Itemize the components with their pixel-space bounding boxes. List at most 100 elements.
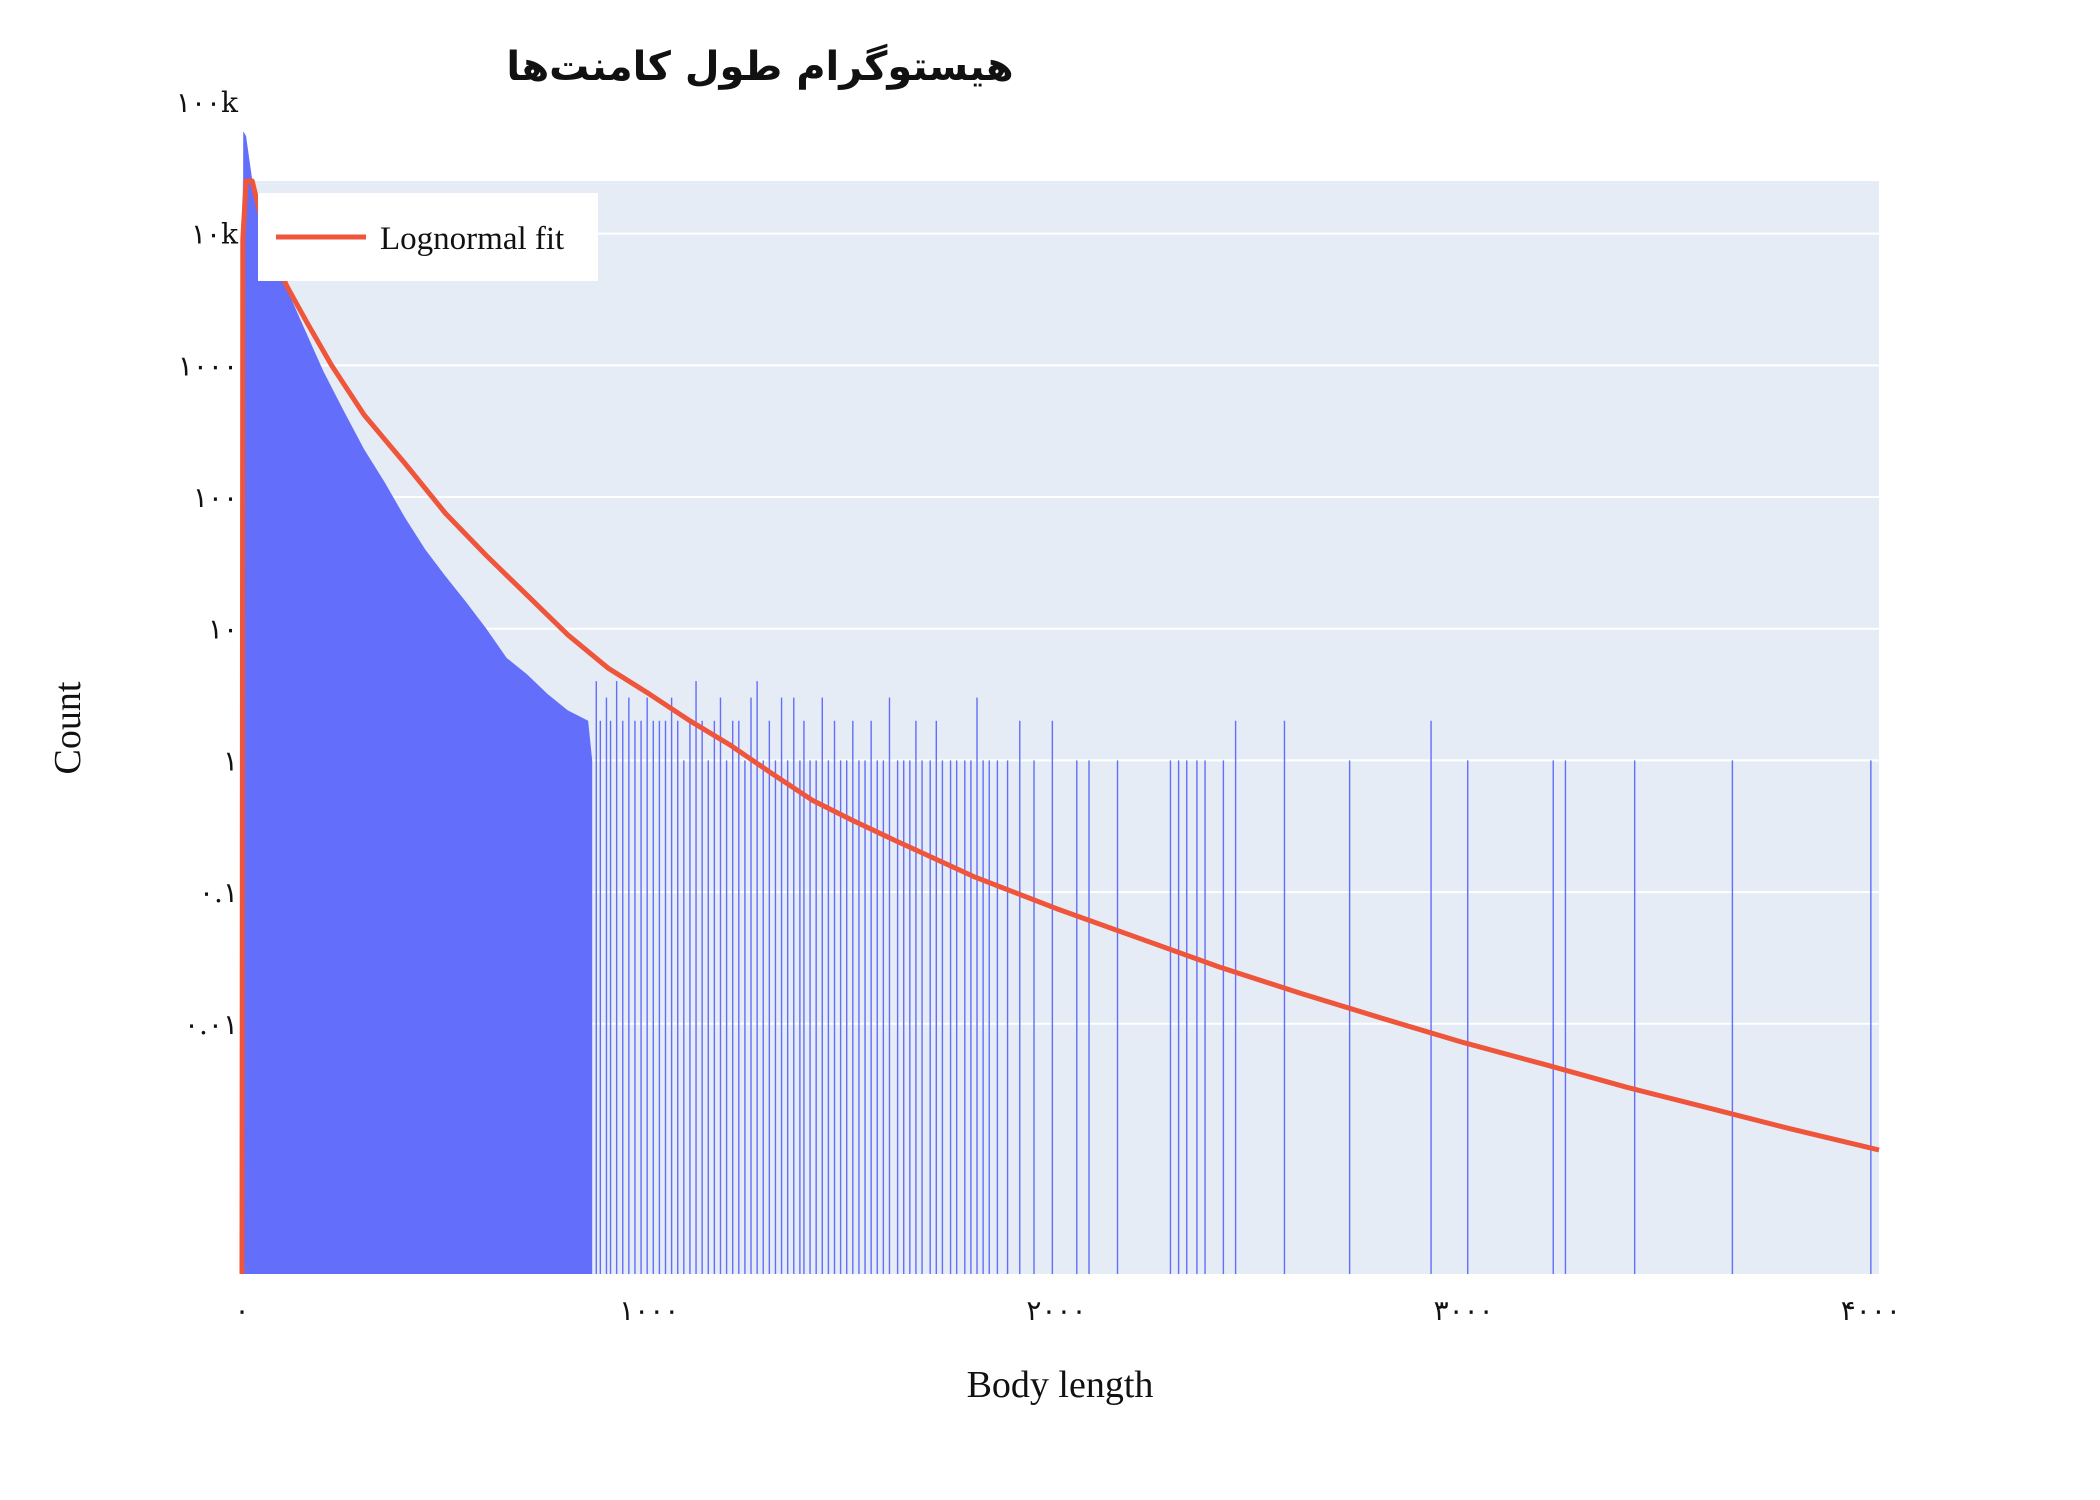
histogram-bar bbox=[1186, 760, 1188, 1274]
y-tick-label: ۰.۰۱ bbox=[184, 1008, 238, 1041]
histogram-bar bbox=[738, 720, 740, 1274]
histogram-bar bbox=[1234, 720, 1237, 1274]
histogram-bar bbox=[768, 720, 771, 1274]
histogram-bar bbox=[935, 720, 937, 1274]
x-tick-label: ۱۰۰۰ bbox=[619, 1294, 679, 1327]
x-tick-label: ۰ bbox=[234, 1294, 249, 1327]
histogram-bar bbox=[1430, 720, 1432, 1274]
histogram-bar bbox=[1177, 760, 1180, 1274]
x-tick-label: ۴۰۰۰ bbox=[1841, 1294, 1901, 1327]
histogram-bar bbox=[646, 697, 648, 1274]
histogram-bar bbox=[870, 720, 872, 1274]
y-tick-label: ۰.۱ bbox=[199, 876, 238, 909]
histogram-bar bbox=[929, 760, 931, 1274]
y-axis-label: Count bbox=[47, 681, 89, 774]
histogram-bar bbox=[970, 760, 972, 1274]
histogram-bar bbox=[658, 720, 661, 1274]
histogram-bar bbox=[1633, 760, 1636, 1274]
histogram-bar bbox=[1006, 760, 1009, 1274]
histogram-bar bbox=[725, 760, 728, 1274]
legend[interactable]: Lognormal fit bbox=[258, 193, 598, 281]
histogram-bar bbox=[609, 720, 612, 1274]
histogram-bar bbox=[622, 720, 624, 1274]
histogram-bar bbox=[744, 760, 746, 1274]
histogram-bar bbox=[858, 760, 860, 1274]
histogram-bar bbox=[803, 720, 805, 1274]
histogram-bar bbox=[815, 760, 817, 1274]
x-tick-label: ۳۰۰۰ bbox=[1434, 1294, 1494, 1327]
histogram-bar bbox=[996, 760, 999, 1274]
x-axis-ticks: ۰ ۱۰۰۰ ۲۰۰۰ ۳۰۰۰ ۴۰۰۰ bbox=[234, 1294, 1900, 1327]
histogram-bar bbox=[731, 720, 734, 1274]
histogram-bar bbox=[1116, 760, 1119, 1274]
histogram-bar bbox=[896, 760, 899, 1274]
histogram-bar bbox=[1169, 760, 1172, 1274]
histogram-bar bbox=[1033, 760, 1035, 1274]
histogram-bar bbox=[683, 760, 685, 1274]
histogram-bar bbox=[1870, 760, 1872, 1274]
histogram-bar bbox=[833, 720, 836, 1274]
histogram-bar bbox=[762, 760, 764, 1274]
histogram-bar bbox=[595, 681, 597, 1274]
histogram-bar bbox=[888, 697, 891, 1274]
histogram-bar bbox=[1076, 760, 1078, 1274]
histogram-bar bbox=[628, 697, 630, 1274]
histogram-bar bbox=[1204, 760, 1206, 1274]
histogram-bar bbox=[1196, 760, 1198, 1274]
histogram-bar bbox=[1222, 760, 1225, 1274]
x-tick-label: ۲۰۰۰ bbox=[1026, 1294, 1086, 1327]
histogram-bar bbox=[1467, 760, 1469, 1274]
y-tick-label: ۱۰۰ bbox=[193, 481, 238, 514]
histogram-bar bbox=[799, 760, 801, 1274]
histogram-bar bbox=[988, 760, 990, 1274]
histogram-bar bbox=[634, 720, 636, 1274]
histogram-bar bbox=[921, 760, 923, 1274]
histogram-bar bbox=[903, 760, 905, 1274]
y-tick-label: ۱۰k bbox=[191, 218, 239, 251]
chart-title: هیستوگرام طول کامنت‌ها bbox=[506, 43, 1013, 90]
y-tick-label: ۱ bbox=[223, 744, 238, 777]
histogram-bar bbox=[941, 760, 944, 1274]
histogram-bar bbox=[652, 720, 654, 1274]
histogram-bar bbox=[1564, 760, 1567, 1274]
histogram-bar bbox=[780, 697, 783, 1274]
histogram-bar bbox=[876, 760, 878, 1274]
histogram-bar bbox=[786, 760, 789, 1274]
histogram-bar bbox=[982, 760, 984, 1274]
y-tick-label: ۱۰۰k bbox=[176, 86, 239, 119]
histogram-bar bbox=[821, 697, 823, 1274]
histogram-bar bbox=[846, 760, 848, 1274]
histogram-bar bbox=[964, 760, 966, 1274]
legend-label-lognormal-fit: Lognormal fit bbox=[380, 221, 564, 257]
histogram-bar bbox=[882, 760, 885, 1274]
histogram-bar bbox=[756, 681, 758, 1274]
histogram-bar bbox=[949, 760, 952, 1274]
histogram-bar bbox=[1348, 760, 1351, 1274]
y-tick-label: ۱۰ bbox=[208, 613, 238, 646]
histogram-bar bbox=[827, 760, 830, 1274]
histogram-bar bbox=[955, 760, 958, 1274]
histogram-bar bbox=[599, 720, 602, 1274]
histogram-bar bbox=[864, 760, 866, 1274]
histogram-bar bbox=[1552, 760, 1554, 1274]
histogram-bar bbox=[695, 681, 697, 1274]
histogram-dense-region bbox=[242, 131, 593, 1274]
histogram-bar bbox=[701, 720, 703, 1274]
y-tick-label: ۱۰۰۰ bbox=[178, 349, 238, 382]
histogram-bar bbox=[707, 760, 709, 1274]
histogram-bars bbox=[242, 131, 1872, 1274]
x-axis-label: Body length bbox=[967, 1364, 1154, 1406]
y-axis-ticks: ۱۰۰k ۱۰k ۱۰۰۰ ۱۰۰ ۱۰ ۱ ۰.۱ ۰.۰۱ bbox=[176, 86, 239, 1041]
histogram-bar bbox=[909, 760, 911, 1274]
histogram-bar bbox=[1283, 720, 1286, 1274]
histogram-bar bbox=[1019, 720, 1021, 1274]
histogram-bar bbox=[719, 697, 722, 1274]
histogram-bar bbox=[1088, 760, 1090, 1274]
histogram-bar bbox=[640, 720, 642, 1274]
histogram-bar bbox=[915, 720, 917, 1274]
histogram-bar bbox=[750, 697, 752, 1274]
histogram-bar bbox=[664, 720, 667, 1274]
histogram-bar bbox=[677, 720, 679, 1274]
histogram-bar bbox=[605, 697, 608, 1274]
